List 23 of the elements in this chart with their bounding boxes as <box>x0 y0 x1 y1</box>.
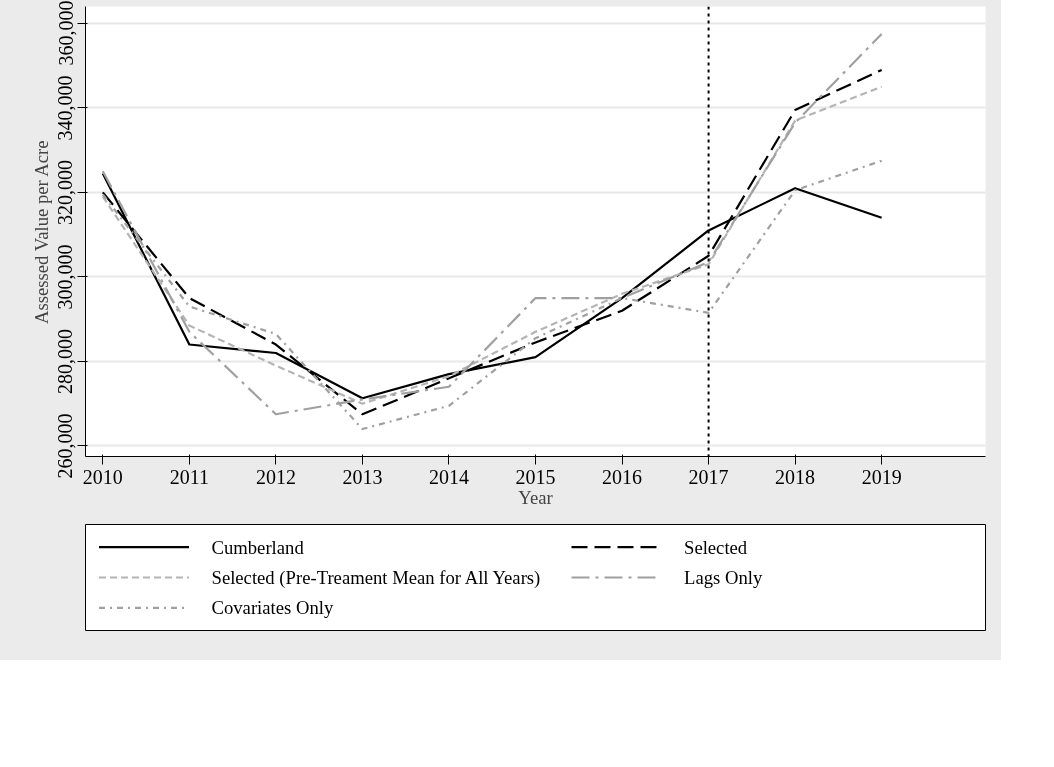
y-tick-label: 260,000 <box>54 413 77 479</box>
x-tick-label: 2010 <box>82 465 123 488</box>
legend-label: Selected (Pre-Treament Mean for All Years) <box>211 567 541 589</box>
legend-label: Covariates Only <box>211 597 334 619</box>
x-tick-label: 2014 <box>428 465 469 488</box>
x-tick-label: 2012 <box>255 465 296 488</box>
y-tick-label: 340,000 <box>54 75 77 141</box>
x-tick-label: 2017 <box>688 465 729 488</box>
x-axis-title: Year <box>518 486 554 508</box>
x-tick-label: 2019 <box>861 465 902 488</box>
legend-label: Lags Only <box>684 567 763 588</box>
y-axis-title: Assessed Value per Acre <box>30 140 52 324</box>
y-tick-label: 280,000 <box>54 328 77 394</box>
x-tick-label: 2011 <box>169 465 209 488</box>
y-tick-label: 300,000 <box>54 244 77 310</box>
x-tick-label: 2018 <box>775 465 816 488</box>
x-tick-label: 2015 <box>515 465 556 488</box>
y-tick-label: 360,000 <box>54 0 77 66</box>
legend-label: Cumberland <box>211 536 305 558</box>
y-tick-label: 320,000 <box>54 159 77 225</box>
x-tick-label: 2013 <box>342 465 383 488</box>
x-tick-label: 2016 <box>602 465 643 488</box>
legend-label: Selected <box>684 536 748 558</box>
